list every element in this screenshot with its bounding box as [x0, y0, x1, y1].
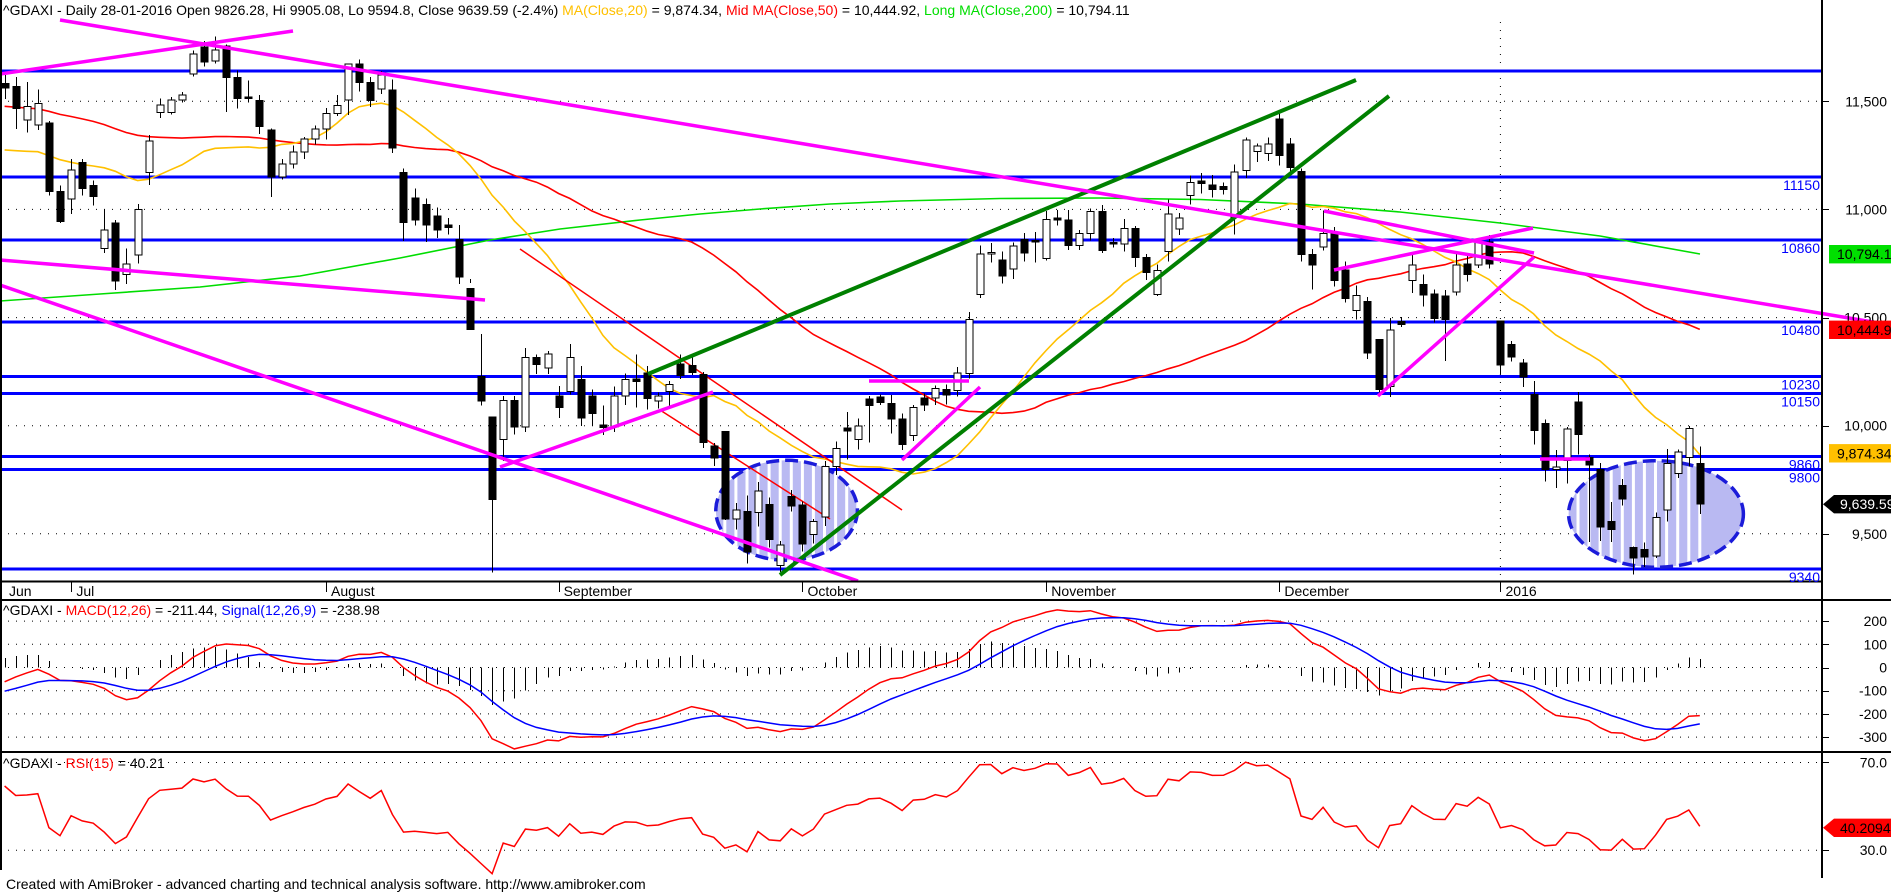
- svg-text:100: 100: [1864, 636, 1888, 652]
- svg-text:December: December: [1284, 583, 1349, 599]
- svg-text:-200: -200: [1859, 706, 1887, 722]
- svg-text:Jun: Jun: [9, 583, 32, 599]
- svg-text:-300: -300: [1859, 729, 1887, 745]
- svg-text:^GDAXI - Daily 28-01-2016 Open: ^GDAXI - Daily 28-01-2016 Open 9826.28, …: [3, 2, 1130, 18]
- svg-text:0: 0: [1879, 660, 1887, 676]
- svg-text:10,000: 10,000: [1844, 418, 1887, 434]
- svg-text:September: September: [564, 583, 633, 599]
- svg-text:2016: 2016: [1506, 583, 1537, 599]
- svg-text:10150: 10150: [1781, 394, 1820, 410]
- svg-text:Created with AmiBroker - advan: Created with AmiBroker - advanced charti…: [6, 876, 646, 892]
- svg-text:9,500: 9,500: [1852, 526, 1887, 542]
- svg-text:9,639.59: 9,639.59: [1840, 496, 1891, 512]
- svg-text:October: October: [808, 583, 858, 599]
- svg-text:200: 200: [1864, 613, 1888, 629]
- svg-text:August: August: [331, 583, 375, 599]
- svg-text:November: November: [1051, 583, 1116, 599]
- svg-text:11,500: 11,500: [1845, 93, 1887, 109]
- svg-text:40.2094: 40.2094: [1840, 820, 1891, 836]
- svg-text:9860: 9860: [1789, 456, 1820, 472]
- svg-text:^GDAXI - MACD(12,26) = -211.44: ^GDAXI - MACD(12,26) = -211.44, Signal(1…: [3, 602, 380, 618]
- svg-text:-100: -100: [1859, 683, 1887, 699]
- svg-text:11,000: 11,000: [1845, 201, 1887, 217]
- svg-text:^GDAXI - RSI(15) = 40.21: ^GDAXI - RSI(15) = 40.21: [3, 755, 165, 771]
- svg-text:10,444.9: 10,444.9: [1837, 322, 1891, 338]
- svg-text:11150: 11150: [1783, 177, 1820, 193]
- svg-text:30.0: 30.0: [1860, 842, 1887, 858]
- svg-text:Jul: Jul: [76, 583, 94, 599]
- svg-text:9800: 9800: [1789, 469, 1820, 485]
- svg-text:70.0: 70.0: [1860, 755, 1887, 771]
- svg-text:10480: 10480: [1781, 322, 1820, 338]
- svg-text:9340: 9340: [1789, 569, 1820, 585]
- svg-text:9,874.34: 9,874.34: [1837, 445, 1891, 461]
- svg-text:10230: 10230: [1781, 376, 1820, 392]
- svg-text:10,794.1: 10,794.1: [1837, 246, 1891, 262]
- svg-text:10860: 10860: [1781, 240, 1820, 256]
